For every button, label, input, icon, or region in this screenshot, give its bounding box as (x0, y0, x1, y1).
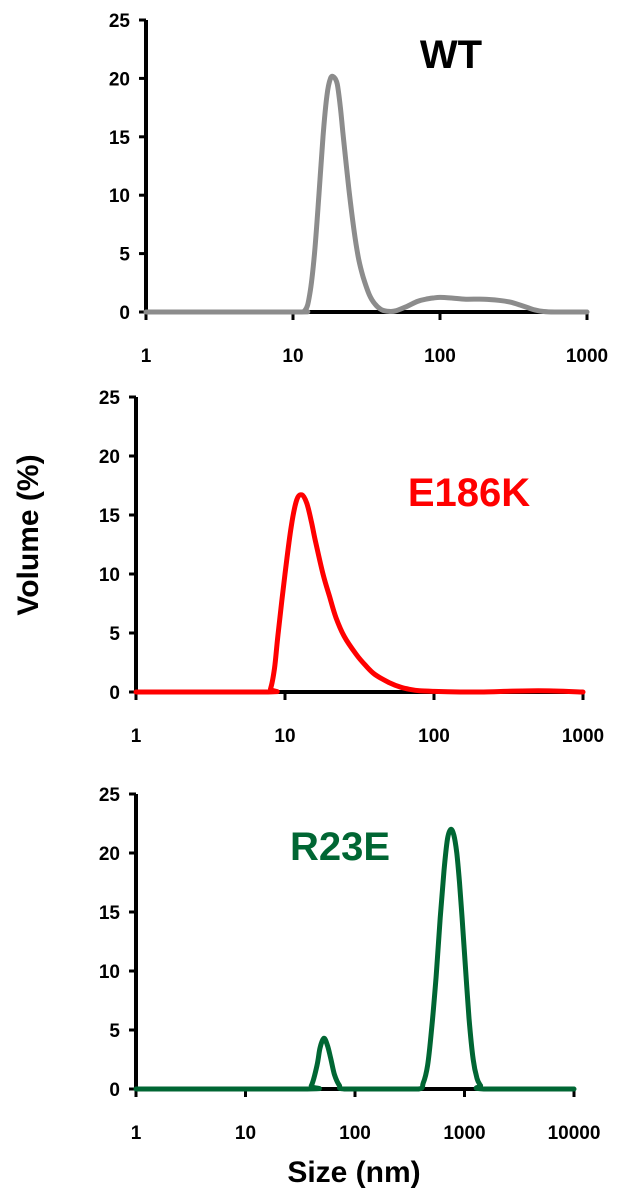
y-tick-label: 0 (119, 303, 130, 324)
chart-r23e: 0 5 10 15 20 25 1 10 100 1000 10000 R23E (99, 785, 601, 1144)
panel-title-r23e: R23E (290, 825, 390, 869)
x-tick-label: 10 (282, 346, 303, 367)
y-tick-label: 5 (109, 1021, 120, 1042)
y-tick-label: 0 (109, 683, 120, 704)
x-tick-label: 1 (141, 346, 152, 367)
chart-e186k: 0 5 10 15 20 25 1 10 100 1000 E186K (99, 388, 604, 747)
y-tick-label: 15 (99, 903, 121, 924)
x-tick-label: 10000 (548, 1123, 601, 1144)
y-axis-title: Volume (%) (12, 454, 45, 615)
y-tick-label: 20 (99, 844, 120, 865)
x-tick-label: 1 (131, 1123, 142, 1144)
x-tick-label: 1000 (566, 346, 608, 367)
x-tick-label: 10 (274, 726, 295, 747)
y-tick-label: 15 (109, 128, 131, 149)
y-tick-label: 25 (99, 785, 121, 806)
x-tick-label: 1 (131, 726, 142, 747)
chart-wt: 0 5 10 15 20 25 1 10 100 1000 WT (109, 11, 608, 367)
x-tick-label: 1000 (562, 726, 604, 747)
y-tick-label: 20 (109, 69, 130, 90)
series-line-r23e (133, 826, 577, 1092)
x-tick-label: 1000 (443, 1123, 485, 1144)
y-tick-label: 10 (99, 565, 120, 586)
x-tick-label: 100 (424, 346, 456, 367)
x-axis-title: Size (nm) (287, 1156, 420, 1189)
y-tick-label: 5 (109, 624, 120, 645)
x-tick-label: 10 (235, 1123, 256, 1144)
x-tick-label: 100 (339, 1123, 371, 1144)
series-line-e186k (133, 492, 586, 695)
panel-title-e186k: E186K (408, 471, 530, 515)
x-tick-label: 100 (418, 726, 450, 747)
series-line-wt (143, 73, 590, 315)
y-tick-label: 10 (109, 186, 130, 207)
y-tick-label: 20 (99, 447, 120, 468)
panel-title-wt: WT (420, 33, 482, 77)
y-tick-label: 25 (99, 388, 121, 409)
y-tick-label: 25 (109, 11, 131, 32)
y-tick-label: 10 (99, 962, 120, 983)
y-tick-label: 15 (99, 506, 121, 527)
y-tick-label: 0 (109, 1080, 120, 1101)
y-tick-label: 5 (119, 245, 130, 266)
